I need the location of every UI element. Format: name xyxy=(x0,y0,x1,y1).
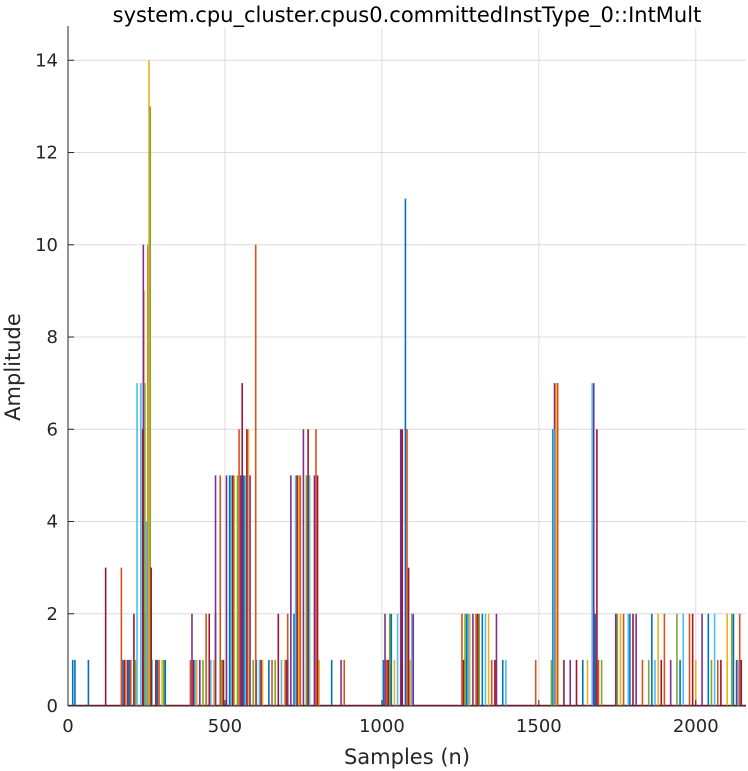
y-tick-label: 8 xyxy=(47,327,58,348)
x-axis-title: Samples (n) xyxy=(344,745,470,769)
y-tick-label: 10 xyxy=(35,235,58,256)
axes xyxy=(67,26,746,707)
y-axis-title: Amplitude xyxy=(1,313,25,421)
x-tick-label: 0 xyxy=(62,716,73,737)
x-tick-label: 500 xyxy=(208,716,242,737)
y-tick-label: 2 xyxy=(47,604,58,625)
y-tick-label: 4 xyxy=(47,512,58,533)
y-tick-label: 14 xyxy=(35,50,58,71)
x-tick-labels: 0 500 1000 1500 2000 xyxy=(62,716,718,737)
x-tick-label: 1000 xyxy=(359,716,405,737)
y-tick-label: 0 xyxy=(47,696,58,717)
x-tick-label: 2000 xyxy=(673,716,719,737)
data-marks xyxy=(68,60,746,707)
x-tick-label: 1500 xyxy=(516,716,562,737)
chart-title: system.cpu_cluster.cpus0.committedInstTy… xyxy=(113,3,702,28)
y-tick-label: 6 xyxy=(47,419,58,440)
y-tick-label: 12 xyxy=(35,143,58,164)
y-tick-labels: 0 2 4 6 8 10 12 14 xyxy=(35,50,58,717)
